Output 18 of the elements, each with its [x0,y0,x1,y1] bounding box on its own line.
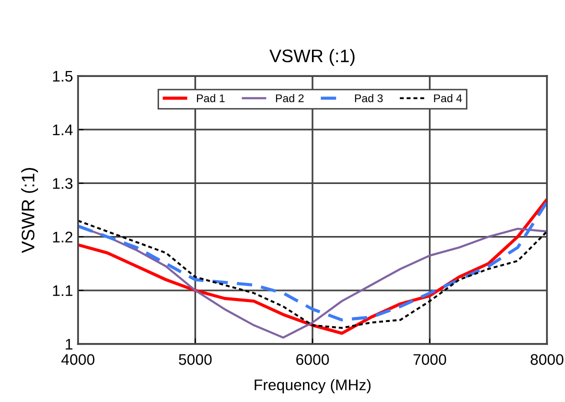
x-tick-label: 5000 [178,354,212,365]
legend-label: Pad 1 [197,94,225,102]
x-tick-label: 4000 [61,354,94,365]
y-tick-label: 1.5 [53,71,72,82]
y-axis-title: VSWR (:1) [21,168,38,254]
chart-title: VSWR (:1) [269,49,355,66]
legend-label: Pad 2 [276,94,304,102]
legend-label: Pad 3 [355,94,383,102]
y-tick-label: 1.1 [53,285,72,296]
y-tick-label: 1 [66,339,72,350]
x-tick-label: 8000 [530,354,564,365]
y-tick-label: 1.2 [53,232,72,242]
y-tick-label: 1.4 [53,124,73,136]
x-tick-label: 7000 [414,354,446,365]
x-tick-label: 6000 [296,354,329,365]
legend-label: Pad 4 [434,94,462,102]
x-axis-title: Frequency (MHz) [254,379,371,394]
y-tick-label: 1.3 [53,178,72,189]
